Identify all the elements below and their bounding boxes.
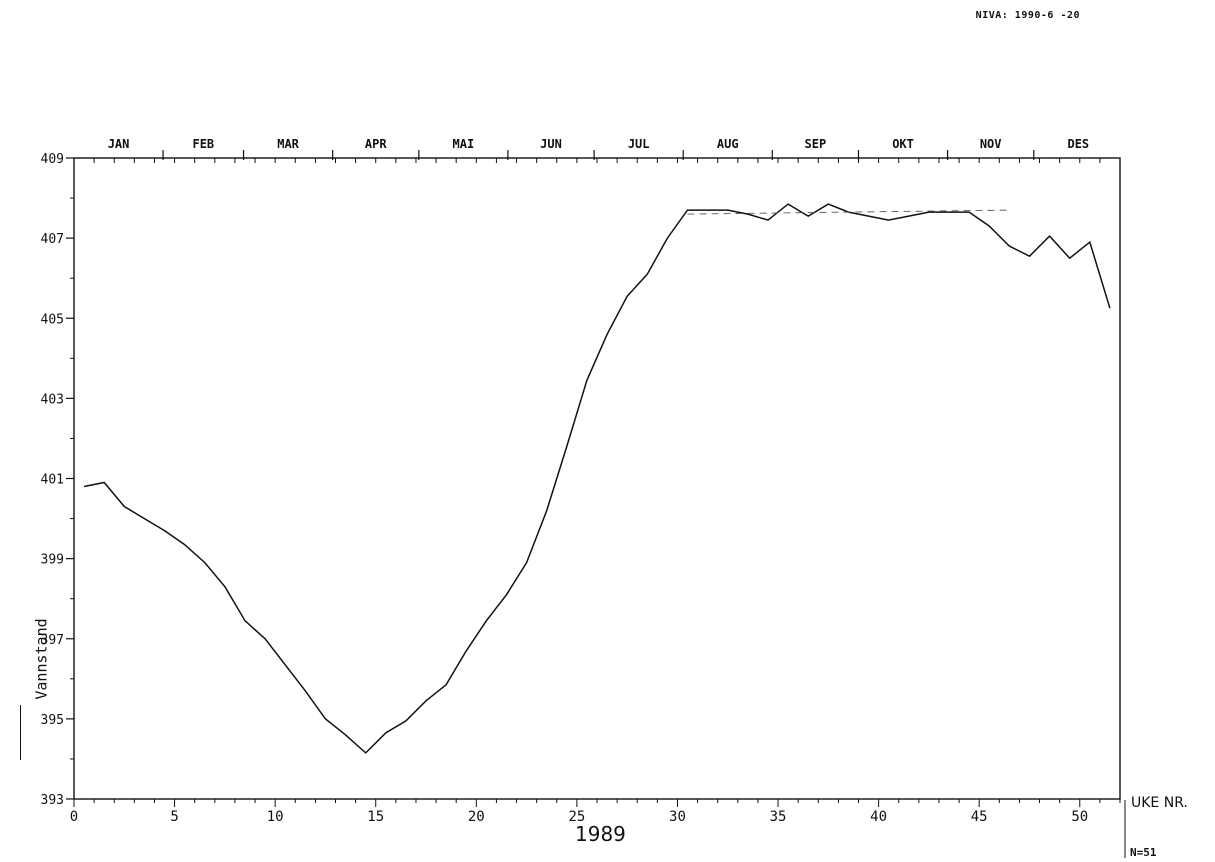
month-label: NOV bbox=[980, 137, 1002, 151]
month-label: DES bbox=[1067, 137, 1089, 151]
month-label: MAI bbox=[453, 137, 475, 151]
legend-line-icon bbox=[20, 705, 21, 760]
y-axis-label: Vannstand bbox=[32, 618, 51, 700]
y-tick-label: 393 bbox=[41, 793, 64, 808]
month-label: SEP bbox=[805, 137, 827, 151]
x-tick-label: 15 bbox=[367, 809, 384, 825]
x-tick-label: 0 bbox=[70, 809, 78, 825]
month-label: JUN bbox=[540, 137, 562, 151]
reference-dashed-line bbox=[687, 209, 1010, 215]
x-tick-label: 25 bbox=[568, 809, 585, 825]
x-tick-label: 20 bbox=[468, 809, 485, 825]
x-tick-label: 30 bbox=[669, 809, 686, 825]
y-tick-label: 397 bbox=[41, 633, 64, 648]
year-label: 1989 bbox=[575, 822, 626, 846]
x-tick-label: 5 bbox=[170, 809, 178, 825]
water-level-line bbox=[83, 203, 1111, 754]
y-tick-label: 395 bbox=[41, 713, 64, 728]
month-label: APR bbox=[365, 137, 387, 151]
x-tick-label: 45 bbox=[971, 809, 988, 825]
month-label: FEB bbox=[192, 137, 214, 151]
month-label: AUG bbox=[717, 137, 739, 151]
y-tick-label: 409 bbox=[41, 152, 64, 167]
count-label: N=51 bbox=[1130, 846, 1157, 859]
month-label: MAR bbox=[277, 137, 299, 151]
x-tick-label: 10 bbox=[267, 809, 284, 825]
y-tick-label: 405 bbox=[41, 312, 64, 327]
x-tick-label: 40 bbox=[870, 809, 887, 825]
month-label: OKT bbox=[892, 137, 914, 151]
x-tick-label: 35 bbox=[770, 809, 787, 825]
document-stamp: NIVA: 1990-6 -20 bbox=[975, 10, 1080, 21]
month-label: JUL bbox=[628, 137, 650, 151]
y-tick-label: 401 bbox=[41, 473, 64, 488]
month-label: JAN bbox=[108, 137, 130, 151]
y-tick-label: 407 bbox=[41, 232, 64, 247]
y-tick-label: 399 bbox=[41, 553, 64, 568]
x-tick-label: 50 bbox=[1071, 809, 1088, 825]
y-tick-label: 403 bbox=[41, 392, 64, 407]
plot-frame bbox=[73, 157, 1121, 800]
x-axis-label: UKE NR. bbox=[1131, 795, 1188, 811]
